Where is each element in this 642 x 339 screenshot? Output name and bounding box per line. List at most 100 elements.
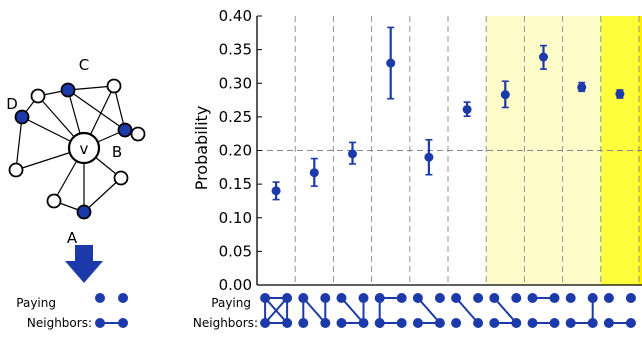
pattern-node (473, 318, 484, 328)
pattern-node (603, 318, 614, 328)
pattern-node (434, 293, 445, 303)
pattern-node (412, 293, 423, 303)
neighbor-pattern-icon (260, 293, 293, 328)
network-node (106, 78, 122, 94)
network-node-a (76, 204, 92, 220)
y-tick-label: 0.10 (219, 209, 252, 227)
y-tick-label: 0.40 (219, 7, 252, 25)
pattern-node (511, 318, 522, 328)
y-axis-label: Probability (192, 106, 211, 191)
pattern-node (396, 318, 407, 328)
pattern-node (374, 293, 385, 303)
pattern-edge (340, 297, 365, 324)
legend-pair-icon (95, 293, 128, 328)
data-point (271, 186, 281, 196)
neighbor-pattern-icon (527, 293, 560, 328)
neighbor-pattern-icon (489, 293, 522, 328)
pattern-node (358, 318, 369, 328)
data-point (386, 58, 396, 68)
pattern-node (473, 293, 484, 303)
y-tick-label: 0.35 (219, 41, 252, 59)
network-diagram: v A B C D Paying Neighbors: (6, 56, 146, 330)
pattern-edge (493, 297, 518, 324)
y-tick-label: 0.00 (219, 276, 252, 294)
network-node-v (67, 131, 101, 165)
pattern-node (358, 293, 369, 303)
pattern-node (587, 318, 598, 328)
pattern-node (587, 293, 598, 303)
legend-neighbors-label: Neighbors: (27, 316, 92, 330)
pattern-node (451, 318, 462, 328)
pattern-node (260, 293, 271, 303)
node-label-v: v (80, 140, 89, 158)
neighbor-pattern-icon (336, 293, 369, 328)
network-node-d (14, 109, 30, 125)
pattern-node (260, 318, 271, 328)
pattern-edge (455, 297, 479, 324)
pattern-node (549, 293, 560, 303)
pattern-node (527, 293, 538, 303)
pattern-node (374, 318, 385, 328)
node-label-d: D (6, 95, 18, 113)
pattern-node (527, 318, 538, 328)
data-point (539, 52, 548, 62)
neighbor-pattern-icon (412, 293, 445, 328)
data-point (462, 104, 472, 114)
pattern-node (625, 318, 636, 328)
pattern-edge (264, 297, 288, 324)
down-arrow-icon (65, 245, 103, 283)
node-label-a: A (67, 229, 78, 247)
neighbor-pattern-icon (374, 293, 407, 328)
network-node (113, 170, 129, 186)
pattern-node (320, 318, 331, 328)
network-node-b (117, 122, 133, 138)
data-point (615, 89, 625, 99)
neighbor-pattern-icon (451, 293, 484, 328)
y-tick-label: 0.20 (219, 142, 252, 160)
x-axis-label-line1: Paying (211, 296, 251, 310)
pattern-node (451, 293, 462, 303)
y-tick-label: 0.15 (219, 175, 252, 193)
y-tick-label: 0.05 (219, 242, 252, 260)
network-node (30, 88, 46, 104)
neighbor-pattern-icon (603, 293, 636, 328)
data-point (500, 90, 510, 100)
pattern-node (412, 318, 423, 328)
pattern-node (511, 293, 522, 303)
legend-paying-label: Paying (16, 296, 56, 310)
pattern-node (625, 293, 636, 303)
pattern-node (298, 293, 309, 303)
pattern-node (603, 293, 614, 303)
data-point (348, 149, 357, 159)
network-node (8, 162, 24, 178)
pattern-edge (417, 297, 441, 324)
pattern-node (434, 318, 445, 328)
x-axis-label-line2: Neighbors: (193, 316, 258, 330)
pattern-node (336, 293, 347, 303)
pattern-edge (302, 297, 327, 324)
chart: 0.00 0.05 0.10 0.15 0.20 0.25 0.30 0.35 0.40 Pro… (192, 7, 642, 330)
data-point (577, 82, 587, 92)
data-point (424, 152, 434, 162)
pattern-node (489, 293, 500, 303)
y-tick-label: 0.25 (219, 108, 252, 126)
network-node (130, 126, 146, 142)
node-label-b: B (112, 143, 122, 161)
network-node-c (60, 82, 76, 98)
pattern-node (565, 293, 576, 303)
pattern-node (282, 293, 293, 303)
network-node (46, 193, 62, 209)
pattern-node (298, 318, 309, 328)
neighbor-pattern-icon (298, 293, 331, 328)
node-label-c: C (79, 56, 89, 74)
neighbor-pattern-icon (565, 293, 598, 328)
pattern-node (320, 293, 331, 303)
pattern-node (549, 318, 560, 328)
pattern-node (282, 318, 293, 328)
pattern-node (489, 318, 500, 328)
pattern-node (565, 318, 576, 328)
pattern-node (396, 293, 407, 303)
y-tick-label: 0.30 (219, 74, 252, 92)
pattern-node (336, 318, 347, 328)
